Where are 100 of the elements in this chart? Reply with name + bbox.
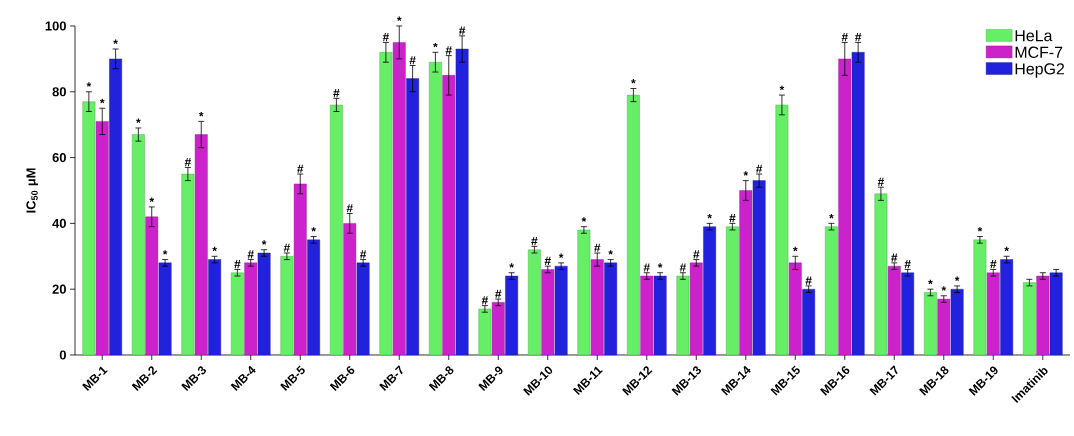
bar [703, 226, 717, 356]
bar [590, 259, 604, 356]
y-tick-label: 100 [45, 21, 66, 31]
bar [851, 52, 865, 356]
bar [788, 262, 802, 356]
data-label: # [805, 276, 812, 285]
data-label: # [445, 46, 452, 55]
legend-label: MCF-7 [1015, 46, 1063, 58]
data-label: # [297, 164, 304, 173]
bar [244, 262, 258, 356]
data-label: # [855, 33, 862, 42]
bar [802, 288, 816, 356]
bar [379, 52, 393, 356]
bar [676, 275, 690, 356]
data-label: * [149, 197, 155, 202]
y-tick-label: 40 [52, 218, 66, 228]
data-label: * [657, 263, 663, 268]
bar [478, 308, 492, 356]
legend-label: HepG2 [1015, 63, 1065, 78]
bar [505, 275, 519, 356]
bar [825, 226, 838, 356]
data-label: # [333, 89, 340, 98]
data-label: # [359, 250, 367, 259]
bar [640, 275, 654, 356]
data-label: # [346, 204, 353, 213]
bar [874, 193, 888, 356]
bar [775, 104, 789, 356]
bar [726, 226, 739, 356]
data-label: * [631, 79, 636, 84]
y-tick-label: 80 [52, 87, 66, 97]
bar [752, 180, 766, 356]
data-label: * [99, 98, 105, 104]
bar [280, 256, 294, 356]
bar [429, 61, 442, 356]
bar [257, 252, 271, 356]
data-label: * [113, 39, 118, 45]
bar [541, 269, 555, 356]
bar [901, 272, 915, 356]
bar [937, 298, 951, 356]
y-axis-title: IC$_{50}$ μM [26, 168, 39, 213]
bar [82, 101, 96, 356]
data-label: # [382, 33, 390, 42]
data-label: # [531, 237, 538, 246]
bar [950, 288, 964, 356]
bar [293, 183, 307, 356]
bar [406, 78, 419, 356]
data-label: * [509, 263, 514, 268]
data-label: # [459, 26, 466, 35]
bar [230, 272, 244, 356]
data-label: # [594, 243, 601, 252]
bar [356, 262, 370, 356]
bar [739, 190, 753, 356]
bar [1023, 282, 1036, 356]
bar [924, 292, 937, 356]
data-label: # [729, 214, 736, 223]
data-label: * [261, 240, 267, 245]
bar [307, 239, 320, 356]
data-label: # [283, 243, 291, 252]
data-label: * [928, 279, 933, 285]
data-label: # [877, 177, 885, 186]
data-label: * [707, 213, 712, 219]
bar [1000, 259, 1014, 356]
bar [887, 265, 901, 356]
data-label: # [904, 260, 911, 269]
bar [1049, 272, 1063, 356]
data-label: * [829, 213, 834, 219]
bar [95, 121, 109, 356]
data-label: * [433, 42, 438, 48]
bar [491, 302, 505, 356]
data-label: * [136, 118, 141, 123]
data-label: # [693, 250, 700, 259]
data-label: # [234, 260, 241, 269]
data-label: * [558, 253, 564, 258]
data-label: * [198, 111, 204, 117]
data-label: # [544, 256, 551, 265]
bar [392, 42, 406, 356]
data-label: # [495, 289, 502, 298]
bar [442, 75, 456, 356]
bar [145, 216, 159, 356]
data-label: * [977, 227, 983, 232]
data-label: # [891, 253, 898, 262]
data-label: # [409, 56, 416, 65]
data-label: * [954, 276, 960, 281]
bar [131, 134, 145, 356]
bar [528, 249, 541, 356]
bar [343, 223, 357, 356]
data-label: * [86, 82, 92, 87]
bar [689, 262, 703, 356]
data-label: * [1004, 246, 1009, 252]
bar [109, 58, 122, 356]
bar [1036, 275, 1050, 356]
data-label: # [679, 263, 687, 272]
data-label: # [841, 33, 848, 42]
data-label: # [643, 263, 650, 272]
data-label: # [184, 158, 192, 167]
data-label: * [608, 250, 613, 255]
bar [455, 48, 469, 356]
bar [604, 262, 618, 356]
data-label: * [212, 246, 217, 252]
bar [577, 229, 591, 356]
